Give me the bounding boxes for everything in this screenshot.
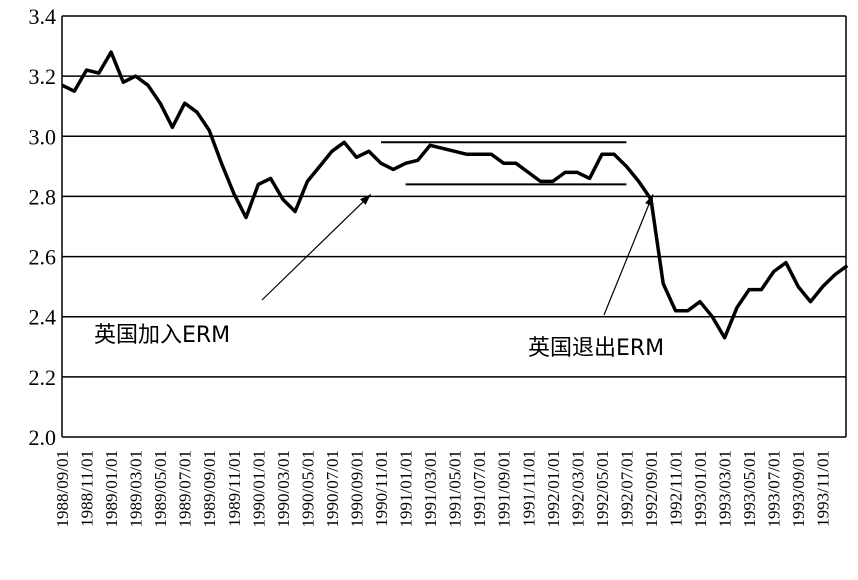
x-tick-label: 1989/07/01	[176, 450, 195, 527]
gridlines	[62, 15, 846, 438]
x-tick-label: 1990/03/01	[274, 450, 293, 527]
x-tick-label: 1990/11/01	[372, 450, 391, 527]
annotation-label: 英国退出ERM	[528, 336, 664, 361]
x-tick-label: 1991/11/01	[519, 450, 538, 527]
annotation-arrowhead	[360, 194, 371, 205]
x-tick-label: 1989/09/01	[200, 450, 219, 527]
x-tick-label: 1993/05/01	[740, 450, 759, 527]
annotation-arrow	[261, 193, 372, 301]
x-tick-label: 1993/09/01	[789, 450, 808, 527]
y-tick-label: 2.0	[29, 425, 57, 450]
x-tick-label: 1989/05/01	[151, 450, 170, 527]
annotations: 英国加入ERM 英国退出ERM	[94, 193, 664, 361]
x-tick-label: 1993/11/01	[814, 450, 833, 527]
y-tick-label: 2.8	[29, 184, 57, 209]
reference-lines	[381, 141, 627, 186]
x-tick-label: 1990/01/01	[249, 450, 268, 527]
x-tick-label: 1990/07/01	[323, 450, 342, 527]
annotation-label: 英国加入ERM	[94, 323, 230, 348]
y-tick-label: 3.2	[29, 64, 57, 89]
y-tick-label: 3.0	[29, 124, 57, 149]
x-tick-label: 1991/05/01	[446, 450, 465, 527]
y-tick-labels: 2.0 2.2 2.4 2.6 2.8 3.0 3.2 3.4	[29, 4, 57, 450]
x-tick-labels: 1988/09/01 1988/11/01 1989/01/01 1989/03/01…	[53, 450, 833, 527]
series-layer	[61, 50, 849, 340]
x-tick-label: 1992/01/01	[544, 450, 563, 527]
x-tick-label: 1993/01/01	[691, 450, 710, 527]
x-tick-label: 1992/03/01	[568, 450, 587, 527]
x-tick-label: 1992/11/01	[667, 450, 686, 527]
x-tick-label: 1992/07/01	[617, 450, 636, 527]
x-tick-label: 1992/05/01	[593, 450, 612, 527]
x-tick-label: 1991/01/01	[397, 450, 416, 527]
x-tick-label: 1990/09/01	[347, 450, 366, 527]
y-tick-label: 2.2	[29, 365, 57, 390]
x-tick-label: 1992/09/01	[642, 450, 661, 527]
x-tick-label: 1991/03/01	[421, 450, 440, 527]
x-tick-label: 1989/01/01	[102, 450, 121, 527]
x-tick-label: 1990/05/01	[298, 450, 317, 527]
annotation-arrow	[603, 194, 654, 316]
x-tick-label: 1989/11/01	[225, 450, 244, 527]
x-tick-label: 1989/03/01	[127, 450, 146, 527]
series-line	[61, 50, 849, 340]
x-tick-label: 1993/03/01	[716, 450, 735, 527]
x-tick-label: 1991/09/01	[495, 450, 514, 527]
axes	[61, 16, 847, 437]
y-tick-label: 3.4	[29, 4, 57, 29]
y-tick-label: 2.6	[29, 245, 57, 270]
annotation-arrowhead	[645, 194, 653, 207]
y-tick-label: 2.4	[29, 305, 57, 330]
x-tick-label: 1991/07/01	[470, 450, 489, 527]
x-tick-label: 1993/07/01	[765, 450, 784, 527]
x-tick-label: 1988/11/01	[78, 450, 97, 527]
x-tick-label: 1988/09/01	[53, 450, 72, 527]
